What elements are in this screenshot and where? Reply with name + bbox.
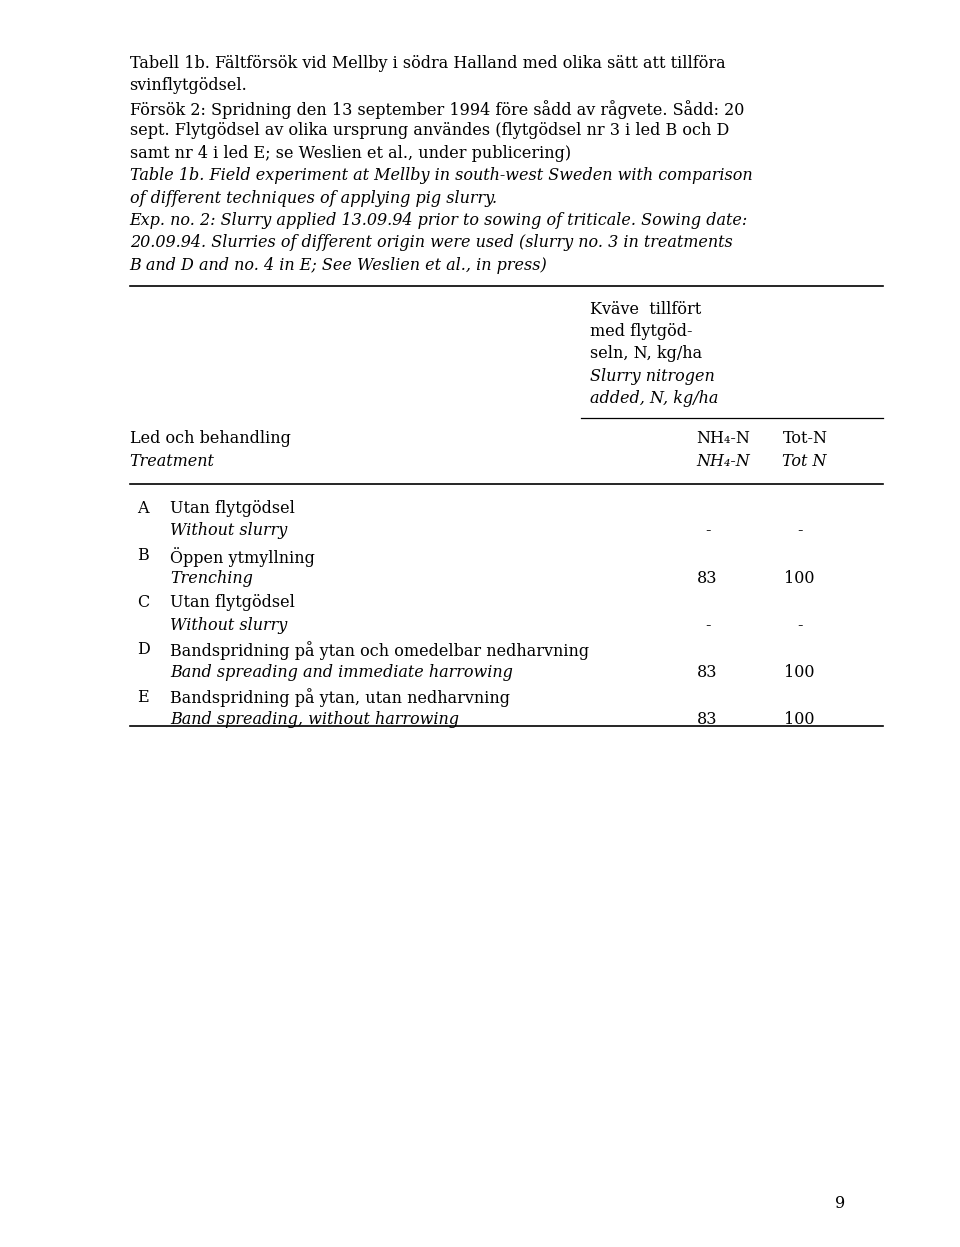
Text: NH₄-N: NH₄-N <box>696 430 750 448</box>
Text: Tabell 1b. Fältförsök vid Mellby i södra Halland med olika sätt att tillföra: Tabell 1b. Fältförsök vid Mellby i södra… <box>130 55 725 72</box>
Text: Bandspridning på ytan och omedelbar nedharvning: Bandspridning på ytan och omedelbar nedh… <box>170 641 589 661</box>
Text: C: C <box>137 595 150 611</box>
Text: Band spreading, without harrowing: Band spreading, without harrowing <box>170 711 459 728</box>
Text: Treatment: Treatment <box>130 453 214 470</box>
Text: Exp. no. 2: Slurry applied 13.09.94 prior to sowing of triticale. Sowing date:: Exp. no. 2: Slurry applied 13.09.94 prio… <box>130 212 748 229</box>
Text: 9: 9 <box>835 1195 845 1212</box>
Text: Tot N: Tot N <box>782 453 827 470</box>
Text: 100: 100 <box>784 663 815 681</box>
Text: 100: 100 <box>784 711 815 728</box>
Text: 20.09.94. Slurries of different origin were used (slurry no. 3 in treatments: 20.09.94. Slurries of different origin w… <box>130 234 732 252</box>
Text: added, N, kg/ha: added, N, kg/ha <box>590 390 719 408</box>
Text: NH₄-N: NH₄-N <box>696 453 750 470</box>
Text: Led och behandling: Led och behandling <box>130 430 291 448</box>
Text: med flytgöd-: med flytgöd- <box>590 323 693 340</box>
Text: Försök 2: Spridning den 13 september 1994 före sådd av rågvete. Sådd: 20: Försök 2: Spridning den 13 september 199… <box>130 100 744 118</box>
Text: 83: 83 <box>697 663 718 681</box>
Text: sept. Flytgödsel av olika ursprung användes (flytgödsel nr 3 i led B och D: sept. Flytgödsel av olika ursprung använ… <box>130 122 729 140</box>
Text: D: D <box>137 641 150 658</box>
Text: Utan flytgödsel: Utan flytgödsel <box>170 500 295 518</box>
Text: B and D and no. 4 in E; See Weslien et al., in press): B and D and no. 4 in E; See Weslien et a… <box>130 257 547 274</box>
Text: Utan flytgödsel: Utan flytgödsel <box>170 595 295 611</box>
Text: seln, N, kg/ha: seln, N, kg/ha <box>590 345 703 363</box>
Text: -: - <box>797 522 803 540</box>
Text: Table 1b. Field experiment at Mellby in south-west Sweden with comparison: Table 1b. Field experiment at Mellby in … <box>130 167 753 185</box>
Text: A: A <box>137 500 149 518</box>
Text: Bandspridning på ytan, utan nedharvning: Bandspridning på ytan, utan nedharvning <box>170 688 510 707</box>
Text: -: - <box>797 617 803 633</box>
Text: -: - <box>705 522 710 540</box>
Text: -: - <box>705 617 710 633</box>
Text: Kväve  tillfört: Kväve tillfört <box>590 301 702 318</box>
Text: Band spreading and immediate harrowing: Band spreading and immediate harrowing <box>170 663 513 681</box>
Text: svinflytgödsel.: svinflytgödsel. <box>130 77 248 95</box>
Text: Without slurry: Without slurry <box>170 522 287 540</box>
Text: Tot-N: Tot-N <box>782 430 828 448</box>
Text: Öppen ytmyllning: Öppen ytmyllning <box>170 547 315 567</box>
Text: samt nr 4 i led E; se Weslien et al., under publicering): samt nr 4 i led E; se Weslien et al., un… <box>130 145 571 162</box>
Text: B: B <box>137 547 149 564</box>
Text: 100: 100 <box>784 570 815 586</box>
Text: E: E <box>137 688 149 706</box>
Text: Without slurry: Without slurry <box>170 617 287 633</box>
Text: 83: 83 <box>697 711 718 728</box>
Text: Trenching: Trenching <box>170 570 252 586</box>
Text: Slurry nitrogen: Slurry nitrogen <box>590 368 715 385</box>
Text: of different techniques of applying pig slurry.: of different techniques of applying pig … <box>130 190 496 207</box>
Text: 83: 83 <box>697 570 718 586</box>
